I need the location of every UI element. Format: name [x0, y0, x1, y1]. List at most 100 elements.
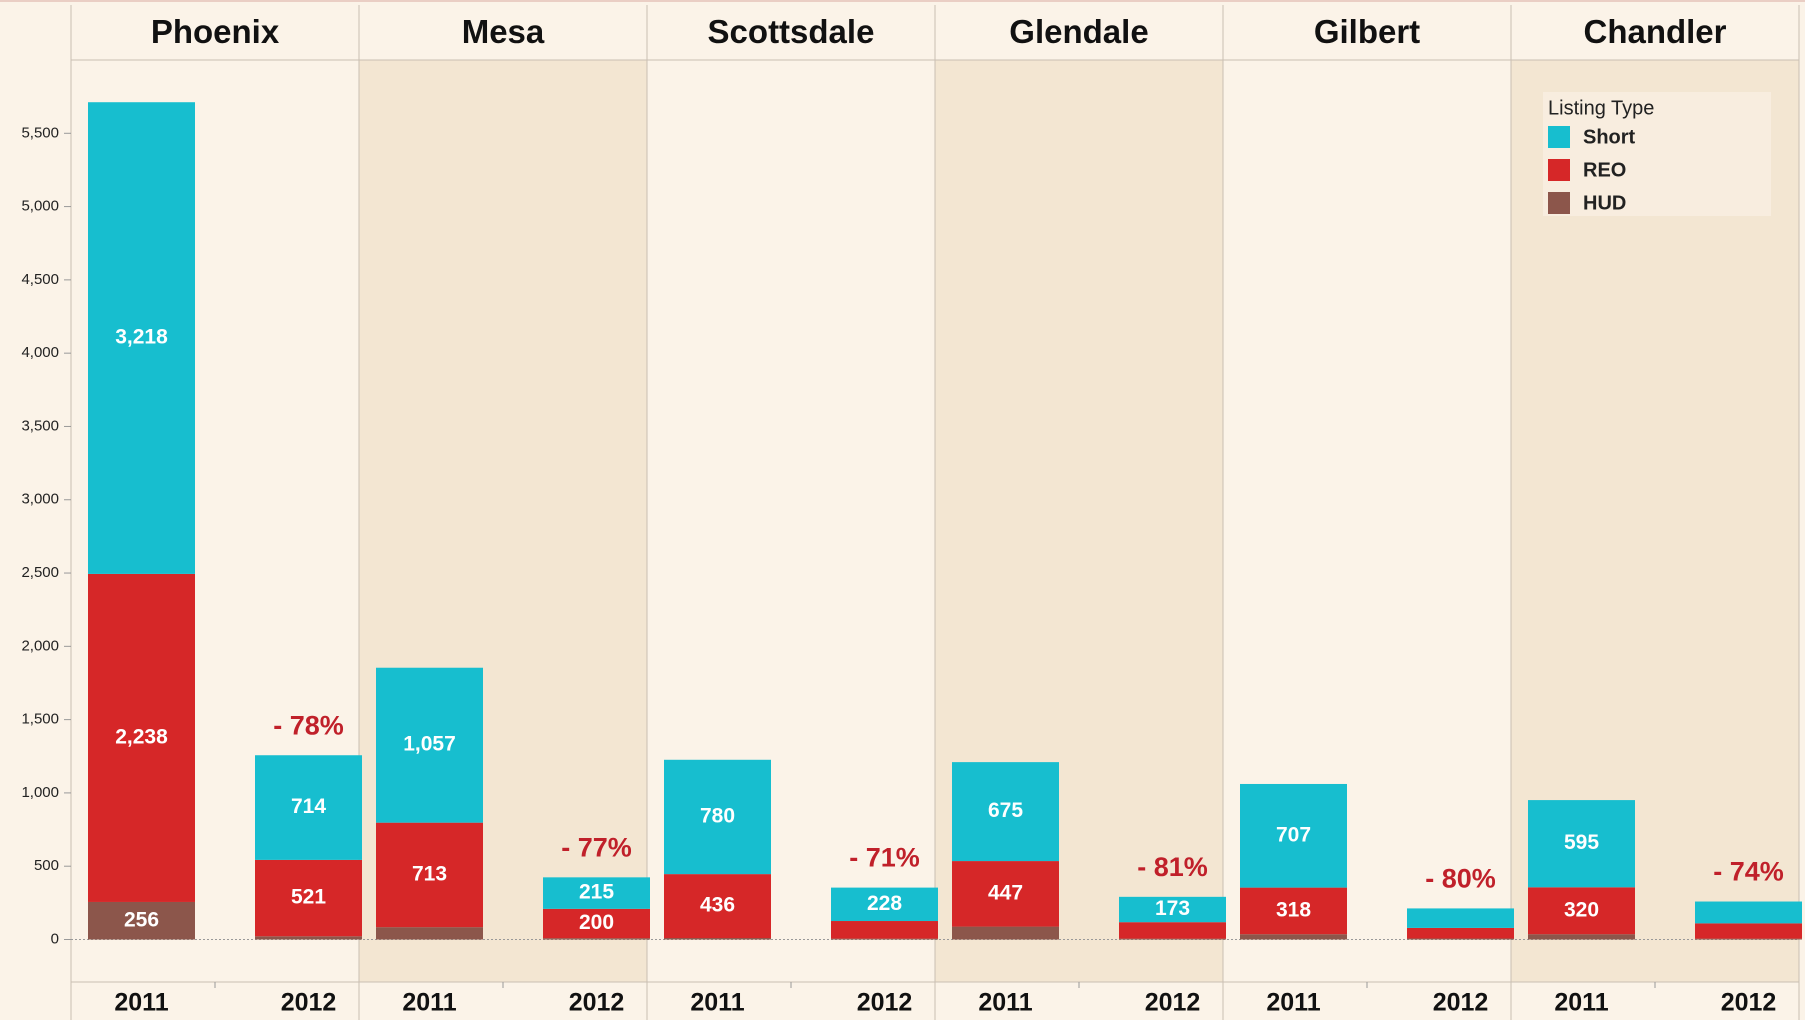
bar-segment: [255, 859, 362, 937]
data-label: 200: [579, 911, 614, 934]
x-tick-label: 2011: [114, 989, 168, 1017]
bar-segment: [1240, 783, 1347, 888]
x-tick-label: 2011: [690, 989, 744, 1017]
bar-segment: [952, 762, 1059, 862]
bar-segment: [1407, 908, 1514, 928]
legend-label: Short: [1583, 126, 1636, 148]
bar-segment: [543, 908, 650, 939]
y-tick-label: 1,500: [21, 711, 59, 728]
city-title: Scottsdale: [708, 13, 875, 50]
y-tick-label: 3,000: [21, 491, 59, 508]
data-label: 215: [579, 881, 614, 904]
legend-title: Listing Type: [1548, 97, 1654, 119]
bar-segment: [255, 936, 362, 940]
city-title: Phoenix: [151, 13, 280, 50]
change-annotation: - 77%: [561, 832, 632, 862]
bar-segment: [1119, 938, 1226, 940]
x-tick-label: 2012: [281, 989, 337, 1017]
legend-swatch: [1548, 159, 1570, 181]
bar-segment: [1695, 901, 1802, 924]
data-label: 228: [867, 892, 902, 915]
legend-label: REO: [1583, 159, 1626, 181]
y-tick-label: 2,500: [21, 564, 59, 581]
change-annotation: - 81%: [1137, 852, 1208, 882]
x-tick-label: 2011: [402, 989, 456, 1017]
x-tick-label: 2012: [1145, 989, 1201, 1017]
bar-segment: [1119, 922, 1226, 939]
bar-segment: [1528, 934, 1635, 940]
city-title: Gilbert: [1314, 13, 1420, 50]
x-tick-label: 2012: [857, 989, 913, 1017]
data-label: 256: [124, 908, 159, 931]
bar-segment: [831, 887, 938, 922]
bar-segment: [1407, 938, 1514, 940]
change-annotation: - 78%: [273, 710, 344, 740]
data-label: 521: [291, 886, 326, 909]
bar-segment: [664, 759, 771, 875]
bar-segment: [831, 921, 938, 939]
city-title: Glendale: [1009, 13, 1148, 50]
x-tick-label: 2011: [1266, 989, 1320, 1017]
data-label: 2,238: [115, 725, 168, 748]
bar-segment: [376, 822, 483, 928]
bar-segment: [664, 938, 771, 940]
change-annotation: - 80%: [1425, 864, 1496, 894]
x-tick-label: 2011: [1554, 989, 1608, 1017]
bar-segment: [376, 667, 483, 823]
bar-segment: [1695, 923, 1802, 939]
y-tick-label: 3,500: [21, 417, 59, 434]
x-tick-label: 2011: [978, 989, 1032, 1017]
bar-segment: [88, 901, 195, 940]
bar-segment: [1528, 800, 1635, 888]
data-label: 780: [700, 804, 735, 827]
x-tick-label: 2012: [569, 989, 625, 1017]
y-tick-label: 1,000: [21, 784, 59, 801]
bar-segment: [543, 938, 650, 940]
legend-swatch: [1548, 192, 1570, 214]
legend-box: [1543, 92, 1771, 216]
data-label: 714: [291, 795, 326, 818]
data-label: 1,057: [403, 733, 456, 756]
city-title: Mesa: [462, 13, 545, 50]
data-label: 595: [1564, 831, 1599, 854]
change-annotation: - 71%: [849, 843, 920, 873]
bar-segment: [664, 874, 771, 939]
bar-segment: [1695, 938, 1802, 940]
y-tick-label: 0: [51, 930, 59, 947]
data-label: 320: [1564, 898, 1599, 921]
legend-label: HUD: [1583, 192, 1626, 214]
legend-swatch: [1548, 126, 1570, 148]
data-label: 3,218: [115, 326, 168, 349]
bar-segment: [1240, 934, 1347, 940]
bar-segment: [1528, 887, 1635, 935]
bar-segment: [952, 926, 1059, 940]
bar-segment: [831, 938, 938, 940]
bar-segment: [255, 755, 362, 860]
y-tick-label: 4,000: [21, 344, 59, 361]
change-annotation: - 74%: [1713, 857, 1784, 887]
data-label: 713: [412, 862, 447, 885]
data-label: 707: [1276, 823, 1311, 846]
y-tick-label: 4,500: [21, 271, 59, 288]
bar-segment: [1407, 927, 1514, 939]
bar-segment: [376, 927, 483, 940]
bar-segment: [1240, 887, 1347, 935]
y-tick-label: 500: [34, 857, 59, 874]
data-label: 173: [1155, 897, 1190, 920]
y-tick-label: 2,000: [21, 637, 59, 654]
x-tick-label: 2012: [1721, 989, 1777, 1017]
city-title: Chandler: [1583, 13, 1726, 50]
bar-segment: [1119, 896, 1226, 923]
data-label: 436: [700, 894, 735, 917]
y-tick-label: 5,500: [21, 124, 59, 141]
data-label: 447: [988, 881, 1023, 904]
bar-segment: [543, 877, 650, 909]
bar-segment: [88, 102, 195, 574]
x-tick-label: 2012: [1433, 989, 1489, 1017]
data-label: 318: [1276, 898, 1311, 921]
data-label: 675: [988, 799, 1023, 822]
bar-segment: [88, 573, 195, 902]
y-tick-label: 5,000: [21, 198, 59, 215]
bar-segment: [952, 861, 1059, 927]
